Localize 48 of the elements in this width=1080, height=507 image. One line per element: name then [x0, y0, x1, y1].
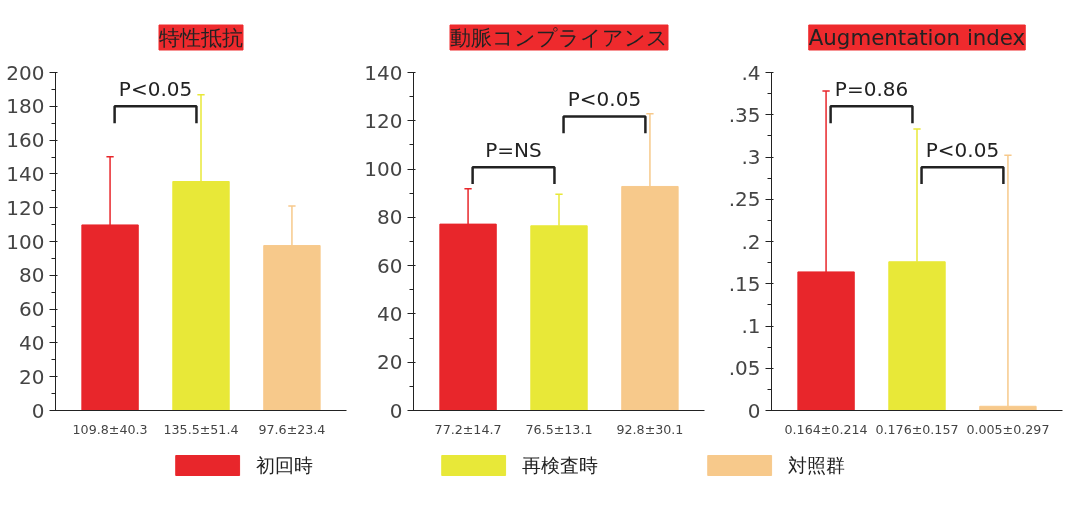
- chart-title: 動脈コンプライアンス: [450, 25, 668, 50]
- y-tick-label: 100: [364, 157, 403, 182]
- y-tick-label: 20: [377, 350, 403, 375]
- y-tick-label: .4: [741, 60, 761, 85]
- chart-title: 特性抵抗: [159, 25, 243, 50]
- y-tick-label: 40: [19, 330, 45, 355]
- x-tick-label: 0.176±0.157: [875, 421, 959, 437]
- y-tick-label: 200: [6, 60, 45, 85]
- y-tick-label: 160: [6, 128, 45, 153]
- y-tick-label: 80: [19, 263, 45, 288]
- legend-label: 対照群: [787, 455, 845, 476]
- y-tick-label: 180: [6, 94, 45, 119]
- y-tick-label: 60: [377, 253, 403, 278]
- x-tick-label: 109.8±40.3: [72, 421, 148, 437]
- y-tick-label: .15: [728, 271, 761, 296]
- y-tick-label: 120: [6, 195, 45, 220]
- y-tick-label: 140: [364, 60, 403, 85]
- y-tick-label: .3: [741, 145, 761, 169]
- annotation: P<0.05: [567, 87, 642, 112]
- legend-label: 初回時: [255, 455, 313, 476]
- x-tick-label: 135.5±51.4: [163, 421, 239, 437]
- y-tick-label: 60: [19, 297, 45, 322]
- y-tick-label: 40: [377, 301, 403, 326]
- annotation: P=NS: [485, 138, 542, 163]
- y-tick-label: 120: [364, 108, 403, 133]
- y-tick-label: 80: [377, 205, 403, 230]
- y-tick-label: .2: [741, 229, 761, 254]
- x-tick-label: 77.2±14.7: [434, 421, 502, 437]
- x-tick-label: 92.8±30.1: [616, 421, 684, 437]
- chart-title: Augmentation index: [808, 25, 1026, 50]
- x-tick-label: 0.164±0.214: [784, 421, 868, 437]
- annotation: P<0.05: [118, 77, 193, 102]
- y-tick-label: .1: [741, 314, 761, 338]
- legend-label: 再検査時: [521, 455, 598, 476]
- annotation: P<0.05: [925, 138, 1000, 163]
- y-tick-label: .25: [728, 187, 761, 212]
- x-tick-label: 97.6±23.4: [258, 421, 326, 437]
- y-tick-label: 140: [6, 161, 45, 186]
- y-tick-label: 20: [19, 364, 45, 389]
- annotation: P=0.86: [834, 77, 909, 102]
- y-tick-label: 100: [6, 229, 45, 254]
- y-tick-label: 0: [389, 398, 403, 423]
- y-tick-label: 0: [747, 398, 761, 423]
- y-tick-label: 0: [31, 398, 45, 423]
- x-tick-label: 0.005±0.297: [966, 421, 1050, 437]
- x-tick-label: 76.5±13.1: [525, 421, 593, 437]
- y-tick-label: .05: [728, 356, 761, 381]
- y-tick-label: .35: [728, 102, 761, 127]
